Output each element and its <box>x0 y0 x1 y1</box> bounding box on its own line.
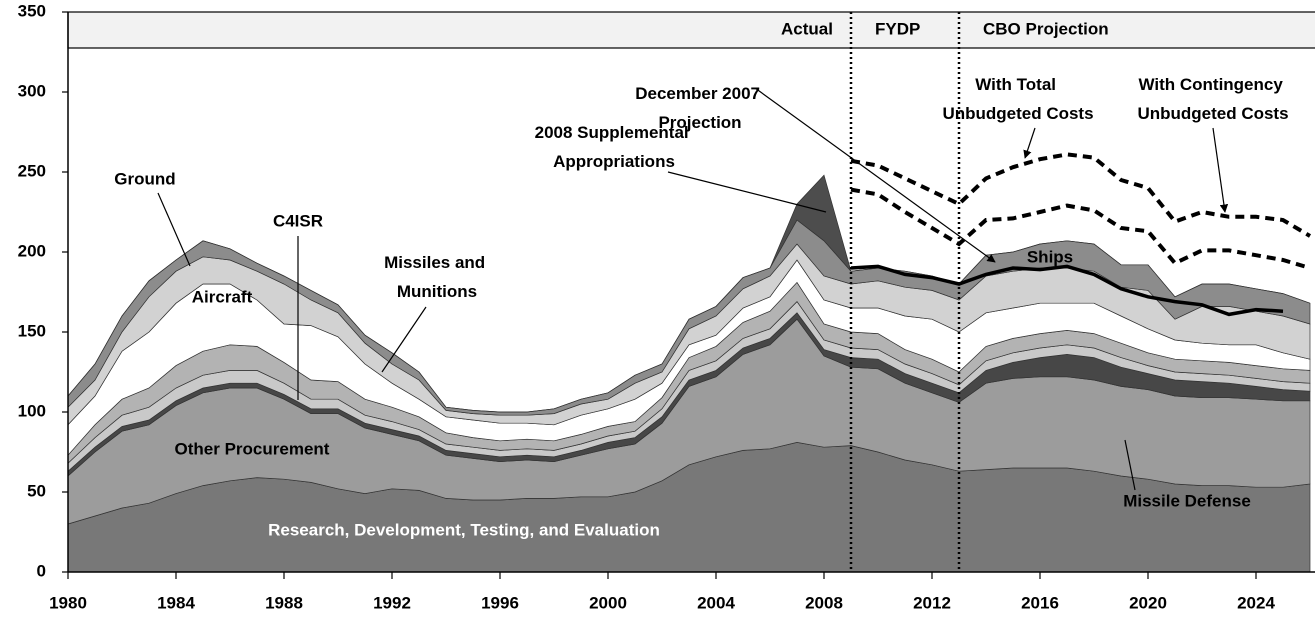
header-band <box>67 11 1315 49</box>
series-label: 2008 Supplemental Appropriations <box>535 123 694 171</box>
y-tick-label: 0 <box>37 561 46 580</box>
y-tick-label: 100 <box>18 401 46 420</box>
label-line: Missiles and <box>384 253 490 272</box>
y-tick-label: 250 <box>18 161 46 180</box>
projection-line <box>850 152 1312 238</box>
x-tick-label: 2008 <box>805 593 843 612</box>
label-line: Unbudgeted Costs <box>1137 104 1288 123</box>
label-line: 2008 Supplemental <box>535 123 694 142</box>
label-leader <box>667 171 827 213</box>
series-label: December 2007 Projection <box>635 84 764 132</box>
x-tick-label: 2020 <box>1129 593 1167 612</box>
x-tick-label: 2024 <box>1237 593 1275 612</box>
series-label: C4ISR <box>273 211 323 230</box>
series-label: Missiles and Munitions <box>384 253 490 301</box>
label-leader <box>157 192 191 267</box>
x-tick-label: 1984 <box>157 593 195 612</box>
series-label: Aircraft <box>192 287 253 306</box>
label-line: Munitions <box>397 282 477 301</box>
series-label: With Total Unbudgeted Costs <box>942 75 1093 123</box>
y-tick-label: 350 <box>18 1 46 20</box>
series-label: With Contingency Unbudgeted Costs <box>1137 75 1288 123</box>
x-tick-label: 2000 <box>589 593 627 612</box>
x-tick-label: 2004 <box>697 593 735 612</box>
series-label: Ships <box>1027 247 1073 266</box>
y-tick-label: 200 <box>18 241 46 260</box>
label-leader <box>1124 439 1136 491</box>
period-label: FYDP <box>875 19 920 38</box>
series-label: Research, Development, Testing, and Eval… <box>268 520 660 539</box>
label-leader <box>1023 127 1036 159</box>
y-tick-label: 50 <box>27 481 46 500</box>
area-segment <box>67 174 1311 413</box>
x-tick-label: 1980 <box>49 593 87 612</box>
label-line: With Total <box>975 75 1060 94</box>
x-tick-label: 1988 <box>265 593 303 612</box>
label-line: Appropriations <box>553 152 675 171</box>
series-label: Other Procurement <box>175 439 330 458</box>
label-line: December 2007 <box>635 84 764 103</box>
series-label: Ground <box>114 169 175 188</box>
x-tick-label: 2012 <box>913 593 951 612</box>
y-tick-label: 300 <box>18 81 46 100</box>
y-tick-label: 150 <box>18 321 46 340</box>
x-tick-label: 2016 <box>1021 593 1059 612</box>
label-line: Unbudgeted Costs <box>942 104 1093 123</box>
x-tick-label: 1996 <box>481 593 519 612</box>
label-leader <box>754 87 996 263</box>
label-leader <box>1212 127 1229 213</box>
projection-line <box>850 264 1284 317</box>
label-leader <box>381 306 427 373</box>
x-tick-label: 1992 <box>373 593 411 612</box>
series-label: Missile Defense <box>1123 491 1251 510</box>
label-line: Projection <box>658 113 741 132</box>
period-label: CBO Projection <box>983 19 1109 38</box>
label-line: With Contingency <box>1138 75 1287 94</box>
period-label: Actual <box>781 19 833 38</box>
